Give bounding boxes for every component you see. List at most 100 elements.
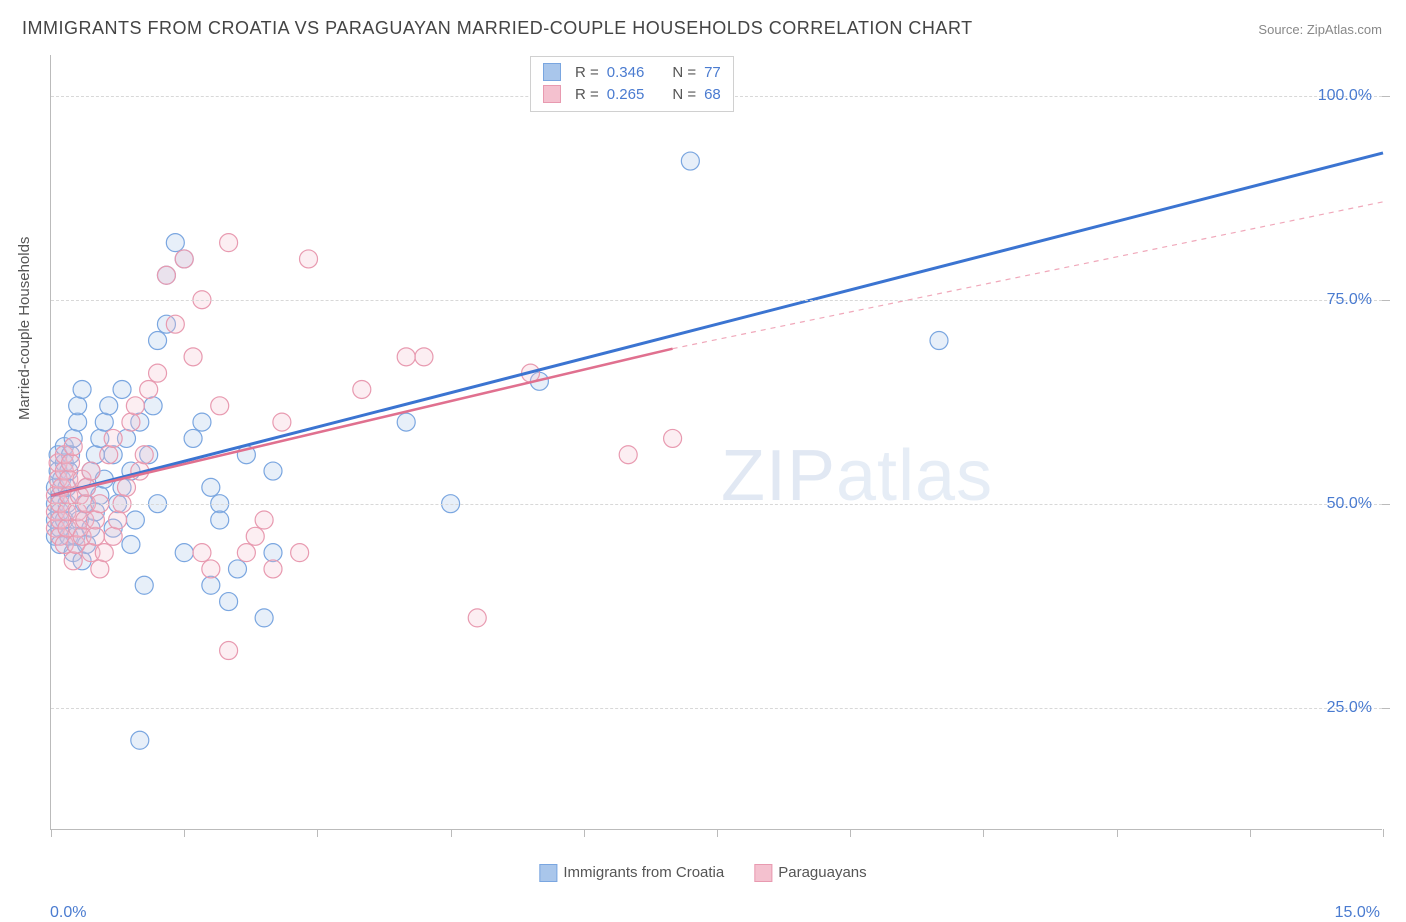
scatter-point <box>126 397 144 415</box>
scatter-point <box>211 511 229 529</box>
y-tick-label: 75.0% <box>1327 291 1372 309</box>
scatter-point <box>291 544 309 562</box>
legend-item: Paraguayans <box>754 864 866 882</box>
scatter-point <box>255 511 273 529</box>
scatter-point <box>113 380 131 398</box>
scatter-point <box>149 364 167 382</box>
scatter-point <box>64 438 82 456</box>
scatter-point <box>82 462 100 480</box>
y-axis-label: Married-couple Households <box>16 237 33 420</box>
scatter-point <box>193 413 211 431</box>
x-tick-mark <box>983 829 984 837</box>
scatter-point <box>397 348 415 366</box>
y-tick-mark <box>1382 300 1390 301</box>
scatter-point <box>202 576 220 594</box>
scatter-point <box>117 478 135 496</box>
scatter-point <box>184 429 202 447</box>
x-tick-mark <box>1250 829 1251 837</box>
legend-label: Paraguayans <box>778 864 866 881</box>
source-label: Source: <box>1258 22 1303 37</box>
scatter-point <box>104 429 122 447</box>
scatter-point <box>166 315 184 333</box>
scatter-point <box>273 413 291 431</box>
scatter-point <box>73 380 91 398</box>
gridline-h <box>51 504 1382 505</box>
stat-r-value: 0.346 <box>607 64 645 81</box>
scatter-point <box>135 576 153 594</box>
x-tick-mark <box>1117 829 1118 837</box>
scatter-point <box>264 560 282 578</box>
x-tick-mark <box>850 829 851 837</box>
stat-n-value: 68 <box>704 86 721 103</box>
scatter-point <box>144 397 162 415</box>
x-tick-label-max: 15.0% <box>1335 904 1380 922</box>
x-tick-mark <box>317 829 318 837</box>
chart-container: IMMIGRANTS FROM CROATIA VS PARAGUAYAN MA… <box>0 0 1406 892</box>
scatter-point <box>91 560 109 578</box>
scatter-point <box>69 397 87 415</box>
stat-n-label: N = <box>672 86 696 103</box>
scatter-point <box>202 478 220 496</box>
bottom-legend: Immigrants from Croatia Paraguayans <box>539 864 866 882</box>
scatter-point <box>95 413 113 431</box>
scatter-point <box>193 544 211 562</box>
stat-r-value: 0.265 <box>607 86 645 103</box>
scatter-point <box>184 348 202 366</box>
legend-label: Immigrants from Croatia <box>563 864 724 881</box>
source-attribution: Source: ZipAtlas.com <box>1258 22 1382 37</box>
scatter-point <box>64 552 82 570</box>
stat-r-label: R = <box>575 86 599 103</box>
legend-swatch-icon <box>539 864 557 882</box>
y-tick-mark <box>1382 504 1390 505</box>
scatter-point <box>149 332 167 350</box>
x-tick-mark <box>1383 829 1384 837</box>
stats-row: R = 0.346 N = 77 <box>543 61 721 83</box>
scatter-point <box>237 544 255 562</box>
scatter-point <box>664 429 682 447</box>
scatter-point <box>95 544 113 562</box>
x-tick-mark <box>184 829 185 837</box>
chart-title: IMMIGRANTS FROM CROATIA VS PARAGUAYAN MA… <box>22 18 973 39</box>
stats-row: R = 0.265 N = 68 <box>543 83 721 105</box>
scatter-point <box>681 152 699 170</box>
stats-legend-box: R = 0.346 N = 77 R = 0.265 N = 68 <box>530 56 734 112</box>
trend-line <box>673 202 1383 349</box>
legend-swatch-icon <box>543 85 561 103</box>
scatter-point <box>220 642 238 660</box>
y-tick-mark <box>1382 96 1390 97</box>
scatter-point <box>135 446 153 464</box>
y-tick-label: 25.0% <box>1327 699 1372 717</box>
x-tick-mark <box>717 829 718 837</box>
scatter-point <box>228 560 246 578</box>
x-tick-label-min: 0.0% <box>50 904 86 922</box>
scatter-point <box>131 731 149 749</box>
x-tick-mark <box>51 829 52 837</box>
stat-n-value: 77 <box>704 64 721 81</box>
source-name: ZipAtlas.com <box>1307 22 1382 37</box>
y-tick-label: 50.0% <box>1327 495 1372 513</box>
scatter-point <box>211 397 229 415</box>
scatter-point <box>220 234 238 252</box>
scatter-point <box>175 544 193 562</box>
scatter-point <box>157 266 175 284</box>
trend-line <box>51 153 1383 496</box>
chart-svg <box>51 55 1382 829</box>
y-tick-label: 100.0% <box>1318 87 1372 105</box>
scatter-point <box>300 250 318 268</box>
scatter-point <box>69 413 87 431</box>
scatter-point <box>397 413 415 431</box>
scatter-point <box>220 593 238 611</box>
scatter-point <box>100 397 118 415</box>
stat-r-label: R = <box>575 64 599 81</box>
scatter-point <box>166 234 184 252</box>
legend-item: Immigrants from Croatia <box>539 864 724 882</box>
scatter-point <box>122 535 140 553</box>
scatter-point <box>930 332 948 350</box>
scatter-point <box>255 609 273 627</box>
scatter-point <box>122 413 140 431</box>
x-tick-mark <box>451 829 452 837</box>
scatter-point <box>126 511 144 529</box>
stat-n-label: N = <box>672 64 696 81</box>
scatter-point <box>415 348 433 366</box>
scatter-point <box>86 511 104 529</box>
